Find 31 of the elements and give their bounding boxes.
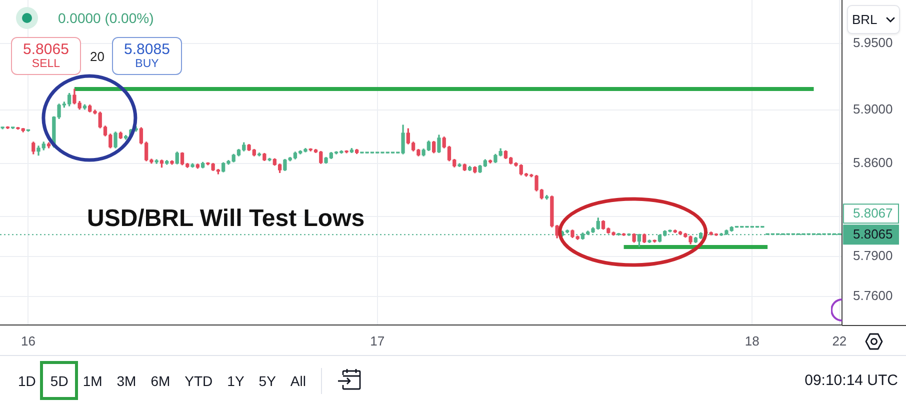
buy-button: 5.8085 BUY: [112, 37, 182, 75]
y-tick-label: 5.8600: [853, 154, 893, 170]
y-tick-label: 5.7600: [853, 288, 893, 304]
annotation: 0.0000 (0.00%): [58, 10, 154, 26]
x-tick-label: 22: [832, 333, 847, 348]
annotation: SELL: [32, 58, 60, 71]
y-tick-label: 5.9000: [853, 102, 893, 117]
annotation: 5.8065: [23, 41, 69, 58]
text: 5.8067: [853, 206, 893, 221]
x-tick-label: 18: [744, 333, 760, 348]
text: 1D: [18, 372, 36, 388]
text: 3M: [116, 372, 136, 388]
text: All: [290, 372, 306, 388]
annotation: 20: [90, 49, 104, 64]
x-tick-label: 17: [370, 333, 385, 348]
y-tick-label: 5.9500: [853, 34, 893, 50]
ref-line-label: 5.8065: [853, 226, 893, 242]
text: YTD: [184, 372, 213, 388]
text: 09:10:14 UTC: [804, 372, 898, 389]
text: 5Y: [258, 372, 276, 388]
y-tick-label: 5.7900: [853, 248, 893, 264]
dropdown: BRL: [847, 5, 900, 34]
annotation: BUY: [135, 58, 159, 71]
annotation: 5.8085: [124, 41, 170, 58]
text: 1Y: [227, 372, 244, 388]
text: 5D: [50, 372, 68, 388]
text: 6M: [150, 372, 170, 388]
text: 1M: [82, 372, 102, 388]
sell-button: 5.8065 SELL: [11, 37, 81, 75]
x-tick-label: 16: [21, 333, 36, 348]
text: USD/BRL Will Test Lows: [87, 205, 365, 232]
